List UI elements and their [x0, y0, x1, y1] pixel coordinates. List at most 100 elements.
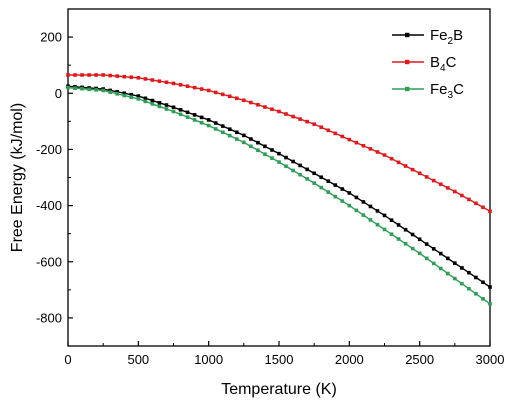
data-point-marker	[446, 186, 450, 190]
y-tick-label: -800	[36, 310, 62, 325]
data-point-marker	[122, 91, 127, 96]
y-tick-label: -400	[36, 198, 62, 213]
data-point-marker	[424, 175, 429, 179]
legend: Fe2B B4C Fe3C	[392, 27, 464, 101]
data-point-marker	[474, 291, 478, 296]
x-tick-label: 2000	[335, 352, 364, 367]
data-point-marker	[263, 144, 267, 149]
data-point-marker	[129, 95, 134, 99]
legend-item: Fe3C	[392, 81, 464, 101]
data-point-marker	[326, 128, 331, 133]
data-point-marker	[361, 200, 366, 204]
data-point-marker	[115, 92, 120, 96]
data-point-marker	[389, 218, 394, 222]
data-point-marker	[382, 213, 387, 218]
data-point-marker	[277, 151, 281, 156]
axis-ticks: 0 500 1000 1500 2000 2500 3000-800-600-400-200…	[36, 8, 504, 367]
plot-area	[67, 8, 491, 347]
data-point-marker	[460, 281, 464, 286]
x-tick-label: 500	[127, 352, 149, 367]
data-point-marker	[192, 85, 197, 90]
data-point-marker	[453, 276, 457, 281]
data-point-marker	[438, 266, 443, 271]
data-point-marker	[438, 251, 443, 256]
data-point-marker	[460, 266, 464, 270]
data-point-marker	[453, 261, 457, 265]
data-point-marker	[136, 94, 141, 98]
x-axis-title: Temperature (K)	[221, 381, 337, 398]
data-point-marker	[242, 133, 246, 138]
data-point-marker	[94, 73, 98, 77]
data-point-marker	[129, 75, 134, 80]
data-point-marker	[220, 92, 225, 97]
data-point-marker	[298, 117, 302, 121]
data-point-marker	[242, 140, 246, 145]
data-point-marker	[185, 115, 190, 119]
legend-marker	[405, 86, 410, 92]
data-point-marker	[122, 93, 127, 98]
data-point-marker	[361, 213, 366, 217]
data-point-marker	[157, 104, 162, 109]
data-point-marker	[284, 112, 288, 116]
data-point-marker	[375, 222, 380, 227]
data-point-marker	[263, 105, 267, 109]
data-point-marker	[256, 102, 260, 107]
data-point-marker	[333, 194, 338, 199]
data-point-marker	[206, 123, 211, 128]
data-point-marker	[305, 177, 309, 181]
data-point-marker	[87, 73, 91, 77]
data-point-marker	[481, 280, 485, 285]
data-point-marker	[410, 246, 415, 251]
legend-item: Fe2B	[392, 27, 463, 47]
data-point-marker	[389, 156, 394, 161]
x-tick-label: 1500	[265, 352, 294, 367]
data-point-marker	[396, 223, 401, 227]
data-point-marker	[171, 81, 176, 86]
data-point-marker	[213, 90, 218, 95]
data-point-marker	[431, 247, 436, 251]
data-point-marker	[291, 168, 295, 173]
data-point-marker	[417, 237, 422, 242]
data-point-marker	[291, 159, 295, 164]
data-point-marker	[249, 100, 253, 105]
data-point-marker	[178, 108, 183, 112]
data-point-marker	[157, 79, 162, 83]
legend-marker	[405, 32, 410, 38]
data-point-marker	[270, 148, 274, 152]
data-point-marker	[488, 302, 492, 306]
data-point-marker	[319, 175, 323, 180]
data-point-marker	[312, 171, 316, 176]
data-point-marker	[80, 86, 84, 91]
data-point-marker	[108, 73, 112, 78]
data-point-marker	[403, 227, 408, 232]
data-point-marker	[206, 88, 211, 93]
data-point-marker	[80, 73, 84, 77]
data-point-marker	[375, 209, 380, 213]
legend-label: Fe2B	[430, 27, 463, 47]
data-point-marker	[305, 119, 309, 124]
data-point-marker	[73, 86, 77, 90]
data-point-marker	[382, 153, 387, 157]
data-point-marker	[157, 100, 162, 105]
data-point-marker	[375, 150, 380, 154]
data-point-marker	[171, 105, 176, 110]
data-point-marker	[171, 109, 176, 114]
data-point-marker	[199, 115, 204, 120]
data-point-marker	[129, 92, 134, 97]
data-point-marker	[136, 97, 141, 101]
data-point-marker	[347, 191, 352, 195]
y-axis-title: Free Energy (kJ/mol)	[9, 103, 26, 252]
data-point-marker	[368, 204, 373, 209]
data-point-marker	[143, 96, 148, 101]
data-point-marker	[242, 98, 246, 103]
data-point-marker	[115, 74, 120, 78]
data-point-marker	[431, 261, 436, 266]
data-point-marker	[368, 147, 373, 151]
data-point-marker	[249, 144, 253, 149]
data-point-marker	[438, 182, 443, 187]
data-point-marker	[199, 87, 204, 91]
data-point-marker	[256, 148, 260, 153]
data-point-marker	[185, 110, 190, 115]
data-point-marker	[164, 103, 169, 107]
series-B4C	[66, 73, 492, 213]
